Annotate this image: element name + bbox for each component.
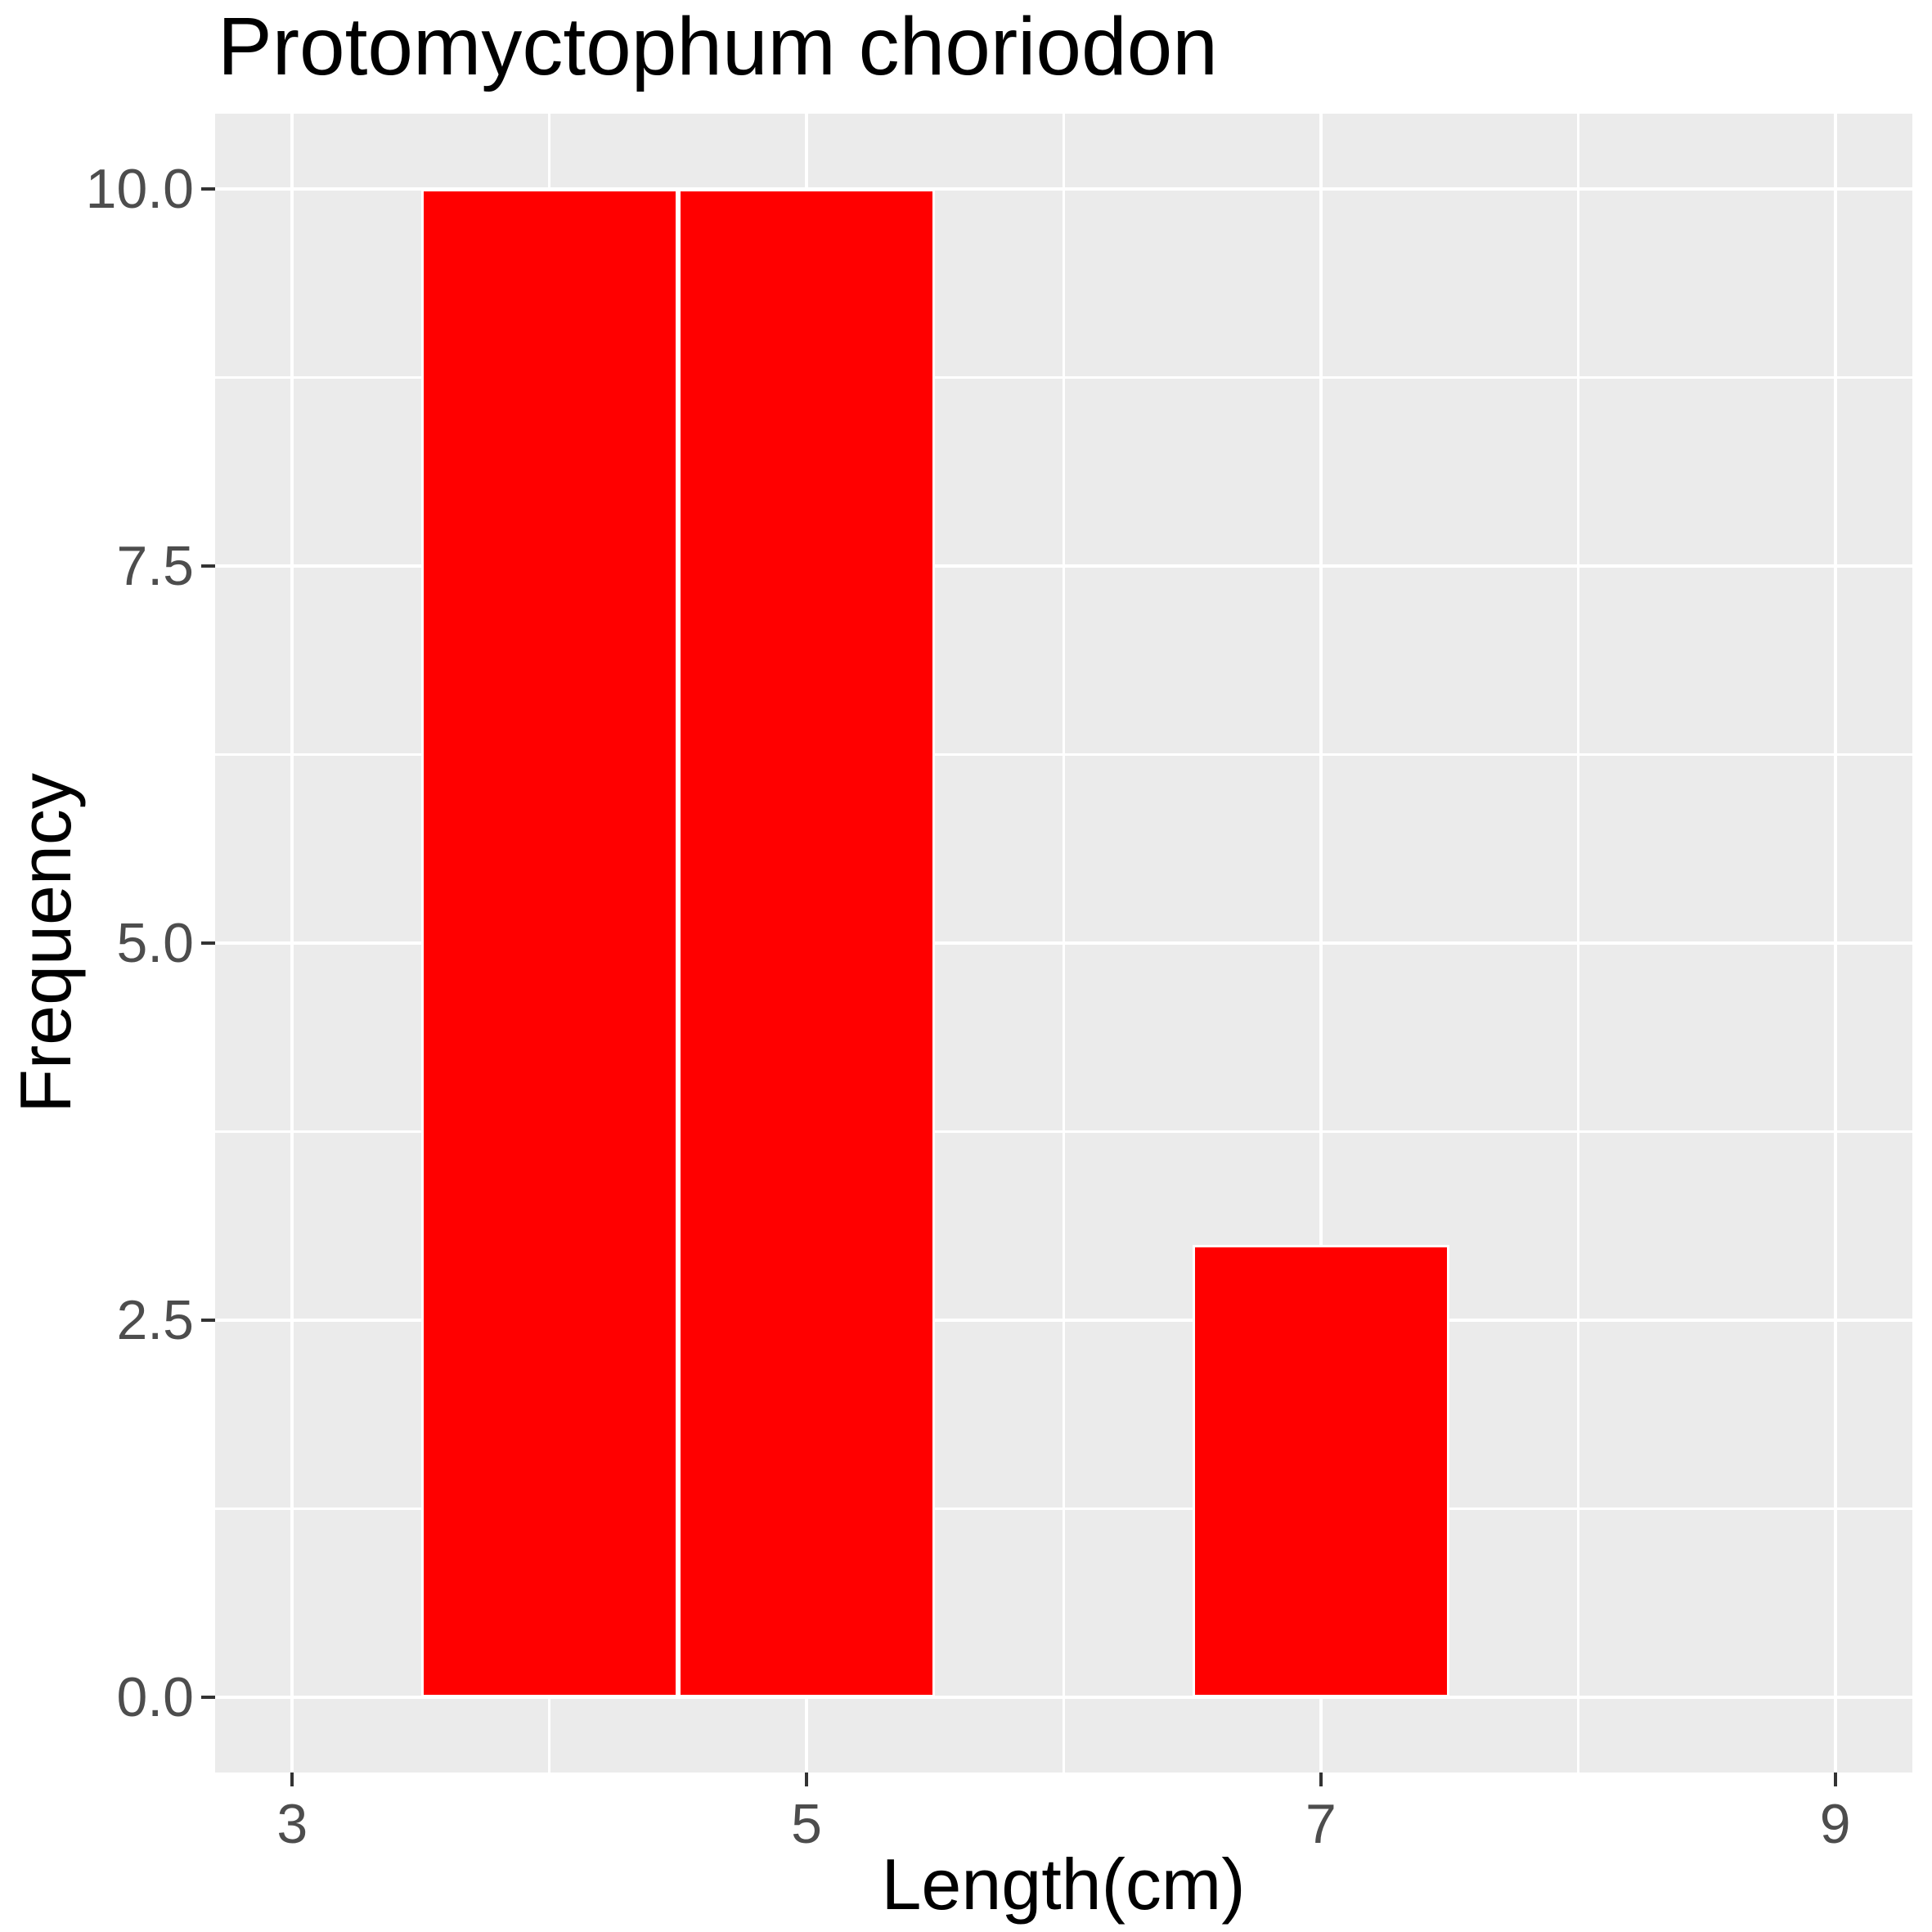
x-tick-mark — [1319, 1772, 1323, 1786]
y-tick-mark — [201, 941, 215, 945]
y-major-gridline — [215, 1695, 1912, 1699]
y-tick-label: 5.0 — [116, 912, 194, 974]
x-tick-label: 9 — [1819, 1793, 1851, 1855]
x-axis-title: Length(cm) — [881, 1844, 1246, 1925]
y-tick-mark — [201, 187, 215, 191]
y-tick-label: 10.0 — [85, 158, 194, 221]
histogram-bar — [420, 189, 678, 1697]
y-tick-label: 7.5 — [116, 535, 194, 598]
x-tick-label: 5 — [791, 1793, 823, 1855]
y-tick-label: 0.0 — [116, 1665, 194, 1728]
y-major-gridline — [215, 187, 1912, 191]
y-minor-gridline — [215, 753, 1912, 756]
y-minor-gridline — [215, 1130, 1912, 1133]
x-tick-label: 7 — [1305, 1793, 1337, 1855]
x-tick-mark — [290, 1772, 294, 1786]
y-major-gridline — [215, 1318, 1912, 1322]
y-minor-gridline — [215, 1507, 1912, 1510]
histogram-bar — [677, 189, 936, 1697]
y-major-gridline — [215, 941, 1912, 945]
y-tick-mark — [201, 564, 215, 568]
y-major-gridline — [215, 564, 1912, 568]
histogram-bar — [1192, 1244, 1450, 1697]
plot-title: Protomyctophum choriodon — [218, 1, 1218, 92]
y-minor-gridline — [215, 376, 1912, 379]
y-tick-mark — [201, 1318, 215, 1322]
y-tick-label: 2.5 — [116, 1288, 194, 1351]
x-tick-label: 3 — [276, 1793, 308, 1855]
y-tick-mark — [201, 1695, 215, 1699]
x-tick-mark — [805, 1772, 809, 1786]
plot-panel — [215, 114, 1912, 1772]
x-tick-mark — [1833, 1772, 1837, 1786]
